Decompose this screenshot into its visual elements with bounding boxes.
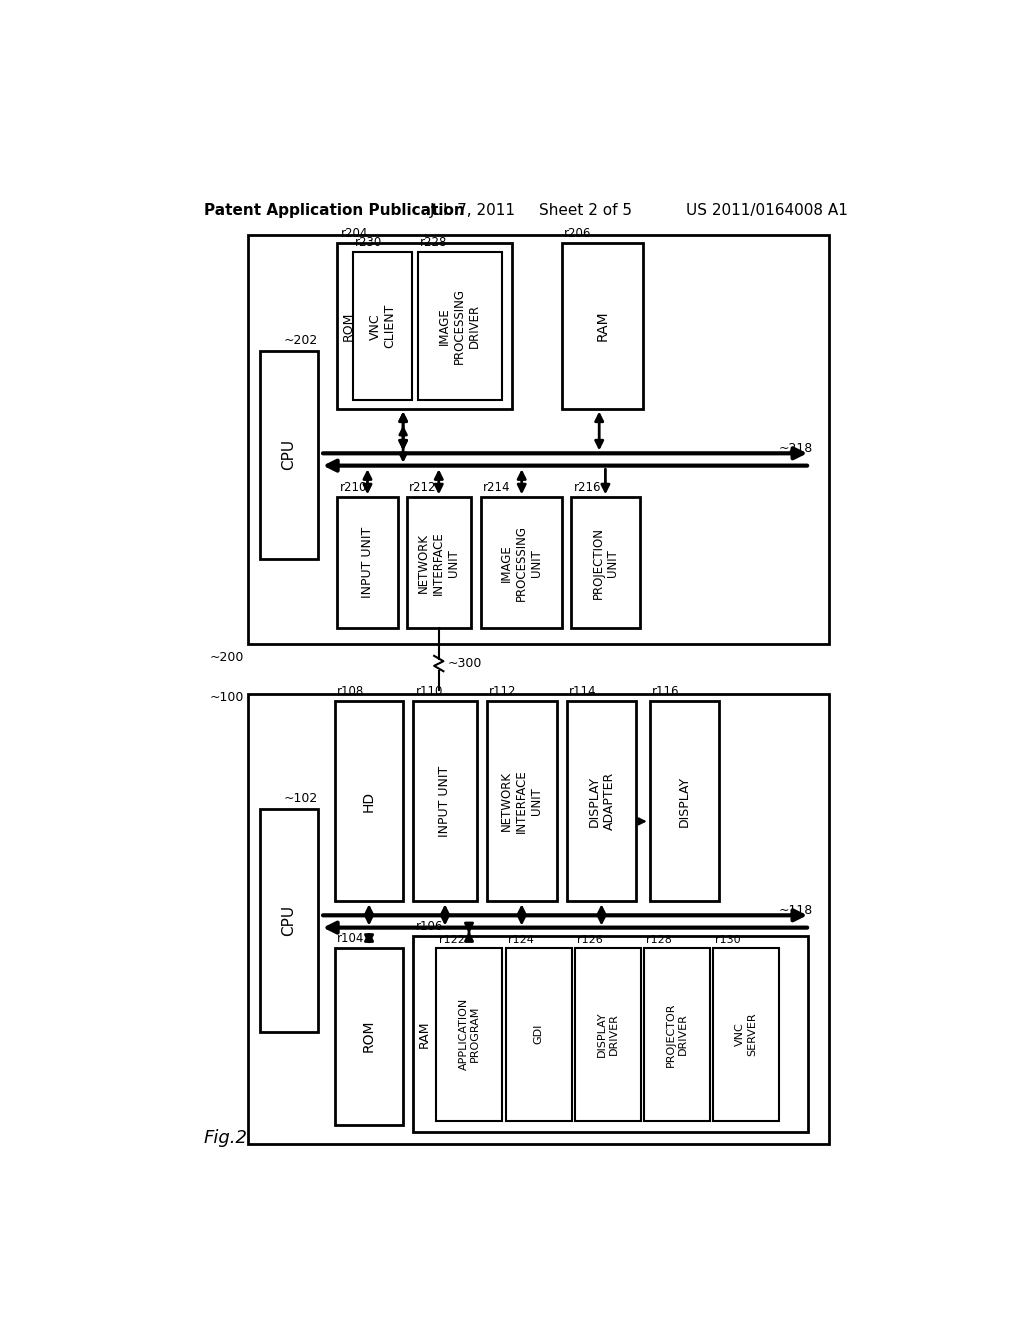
- Text: PROJECTOR
DRIVER: PROJECTOR DRIVER: [666, 1002, 688, 1067]
- Bar: [649, 701, 719, 902]
- Text: ROM: ROM: [362, 1020, 376, 1052]
- Text: r230: r230: [355, 236, 382, 249]
- Text: Sheet 2 of 5: Sheet 2 of 5: [539, 203, 632, 218]
- Bar: [574, 948, 641, 1121]
- Text: ~200: ~200: [210, 651, 245, 664]
- Text: r124: r124: [508, 935, 534, 945]
- Text: APPLICATION
PROGRAM: APPLICATION PROGRAM: [459, 998, 480, 1071]
- Bar: [644, 948, 710, 1121]
- Text: r130: r130: [716, 935, 741, 945]
- Bar: [436, 948, 503, 1121]
- Text: r214: r214: [483, 480, 510, 494]
- Text: IMAGE
PROCESSING
UNIT: IMAGE PROCESSING UNIT: [500, 524, 543, 601]
- Text: ~118: ~118: [779, 904, 813, 917]
- Text: r112: r112: [489, 685, 517, 698]
- Text: Patent Application Publication: Patent Application Publication: [204, 203, 465, 218]
- Text: r104: r104: [337, 932, 365, 945]
- Bar: [506, 948, 571, 1121]
- Bar: [260, 809, 317, 1032]
- Text: CPU: CPU: [282, 440, 296, 470]
- Bar: [414, 701, 477, 902]
- Bar: [407, 498, 471, 628]
- Text: r210: r210: [340, 480, 367, 494]
- Bar: [562, 243, 643, 409]
- Text: DISPLAY: DISPLAY: [678, 776, 691, 826]
- Text: INPUT UNIT: INPUT UNIT: [361, 527, 374, 598]
- Text: r114: r114: [569, 685, 596, 698]
- Text: r128: r128: [646, 935, 672, 945]
- Text: NETWORK
INTERFACE
UNIT: NETWORK INTERFACE UNIT: [417, 531, 460, 594]
- Text: r204: r204: [341, 227, 369, 240]
- Text: Jul. 7, 2011: Jul. 7, 2011: [430, 203, 516, 218]
- Text: ~100: ~100: [210, 692, 245, 705]
- Bar: [337, 498, 397, 628]
- Bar: [337, 243, 512, 409]
- Text: GDI: GDI: [534, 1024, 544, 1044]
- Text: r122: r122: [438, 935, 465, 945]
- Text: US 2011/0164008 A1: US 2011/0164008 A1: [686, 203, 848, 218]
- Bar: [486, 701, 557, 902]
- Text: HD: HD: [362, 791, 376, 812]
- Text: IMAGE
PROCESSING
DRIVER: IMAGE PROCESSING DRIVER: [438, 288, 481, 364]
- Text: RAM: RAM: [418, 1020, 430, 1048]
- Bar: [260, 351, 317, 558]
- Bar: [352, 252, 413, 400]
- Text: CPU: CPU: [282, 906, 296, 936]
- Text: ~218: ~218: [779, 442, 813, 455]
- Bar: [713, 948, 779, 1121]
- Text: ~300: ~300: [449, 657, 482, 671]
- Text: r110: r110: [416, 685, 443, 698]
- Text: PROJECTION
UNIT: PROJECTION UNIT: [592, 527, 620, 599]
- Bar: [414, 936, 809, 1133]
- Bar: [335, 948, 403, 1125]
- Text: ROM: ROM: [342, 312, 354, 341]
- Text: r126: r126: [578, 935, 603, 945]
- Text: ~202: ~202: [284, 334, 317, 347]
- Bar: [480, 498, 562, 628]
- Text: DISPLAY
DRIVER: DISPLAY DRIVER: [597, 1011, 618, 1057]
- Text: DISPLAY
ADAPTER: DISPLAY ADAPTER: [588, 772, 615, 830]
- Bar: [418, 252, 502, 400]
- Text: r228: r228: [420, 236, 447, 249]
- Text: r216: r216: [573, 480, 601, 494]
- Text: ~102: ~102: [284, 792, 317, 805]
- Text: r116: r116: [652, 685, 679, 698]
- Text: r212: r212: [410, 480, 437, 494]
- Text: r206: r206: [564, 227, 592, 240]
- Text: r106: r106: [416, 920, 443, 933]
- Text: VNC
SERVER: VNC SERVER: [735, 1012, 757, 1056]
- Bar: [248, 235, 829, 644]
- Text: Fig.2: Fig.2: [204, 1129, 248, 1147]
- Text: RAM: RAM: [596, 310, 609, 341]
- Bar: [335, 701, 403, 902]
- Text: VNC
CLIENT: VNC CLIENT: [369, 304, 396, 348]
- Bar: [248, 693, 829, 1144]
- Bar: [566, 701, 636, 902]
- Text: r108: r108: [337, 685, 365, 698]
- Text: NETWORK
INTERFACE
UNIT: NETWORK INTERFACE UNIT: [500, 770, 543, 833]
- Bar: [571, 498, 640, 628]
- Text: INPUT UNIT: INPUT UNIT: [438, 766, 452, 837]
